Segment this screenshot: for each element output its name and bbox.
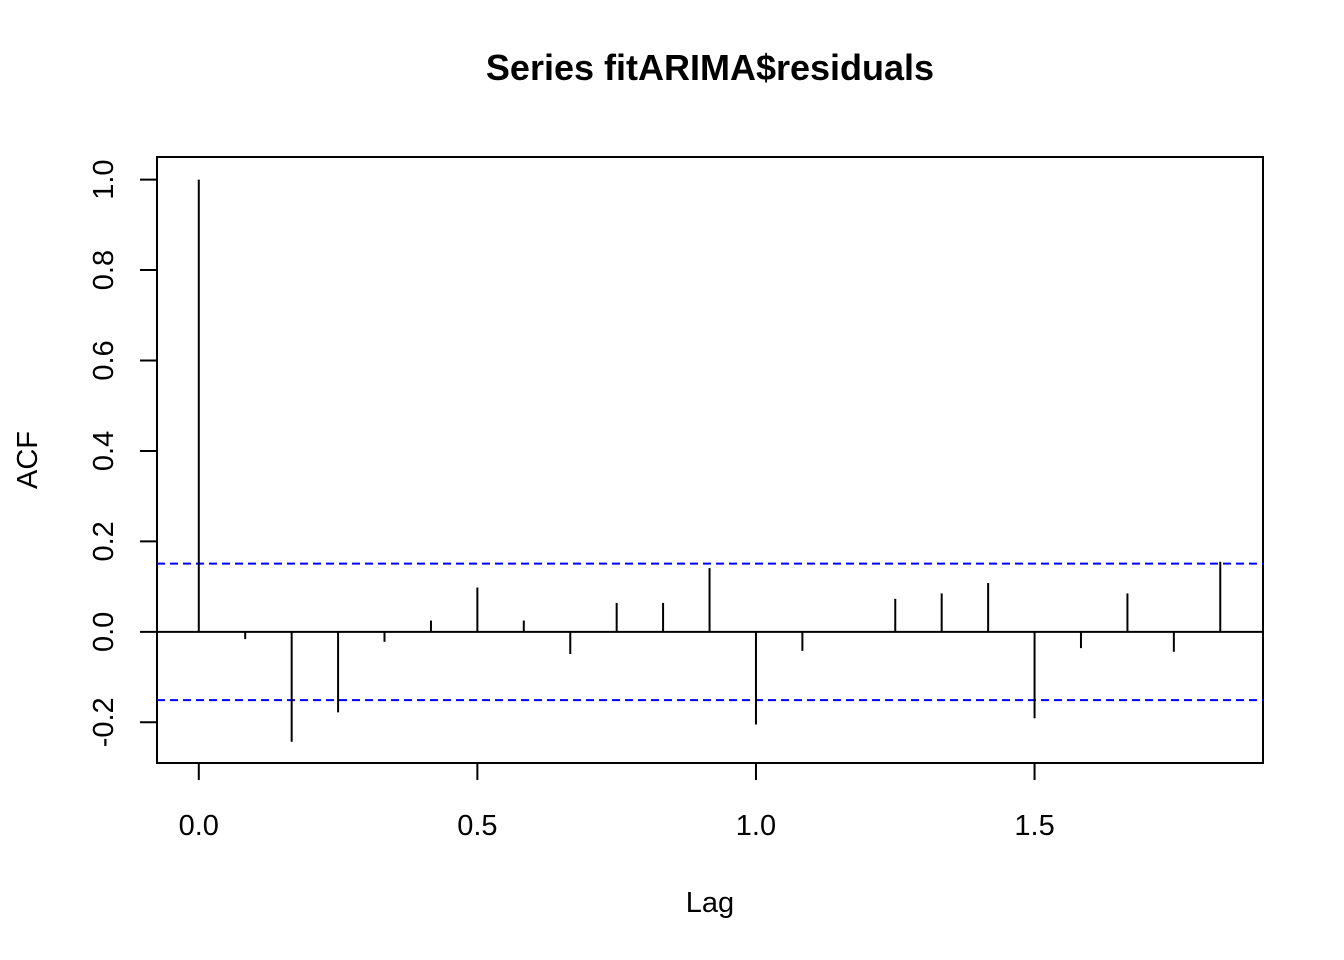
y-tick-label: -0.2 xyxy=(88,697,120,747)
y-tick-label: 0.4 xyxy=(88,431,120,471)
x-axis: 0.0 0.5 1.0 1.5 xyxy=(179,762,1055,842)
y-tick-label: 0.6 xyxy=(88,340,120,380)
plot-frame xyxy=(156,156,1264,764)
y-tick-label: 0.8 xyxy=(88,250,120,290)
x-tick-label: 0.5 xyxy=(457,810,497,842)
y-axis: -0.2 0.0 0.2 0.4 0.6 0.8 1.0 xyxy=(88,159,158,747)
acf-bars xyxy=(197,179,1222,742)
y-tick-label: 1.0 xyxy=(88,159,120,199)
y-tick-label: 0.0 xyxy=(88,612,120,652)
x-tick-label: 1.5 xyxy=(1014,810,1054,842)
x-tick-label: 0.0 xyxy=(179,810,219,842)
x-tick-label: 1.0 xyxy=(736,810,776,842)
y-tick-label: 0.2 xyxy=(88,521,120,561)
y-axis-label: ACF xyxy=(12,431,44,489)
x-axis-label: Lag xyxy=(686,887,734,919)
chart-title: Series fitARIMA$residuals xyxy=(486,47,934,88)
confidence-bounds xyxy=(157,562,1263,702)
